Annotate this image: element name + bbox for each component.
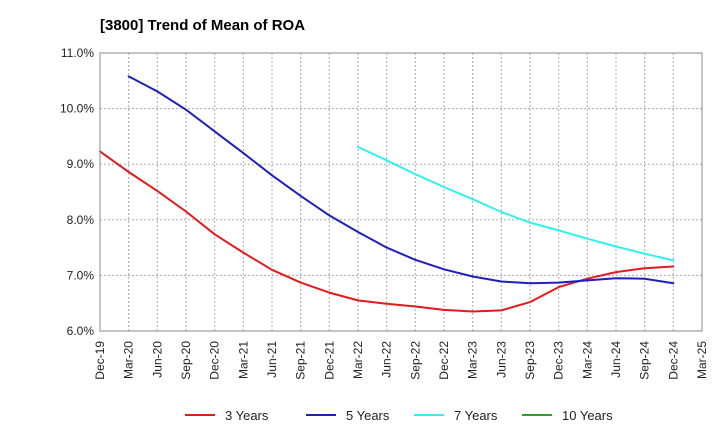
chart-title: [3800] Trend of Mean of ROA — [100, 17, 305, 34]
x-tick-label: Sep-20 — [179, 341, 193, 380]
series-line — [99, 150, 675, 313]
series-line — [357, 146, 675, 262]
x-tick-label: Dec-23 — [552, 341, 566, 380]
x-tick-label: Jun-20 — [150, 341, 164, 378]
x-axis-ticks: Dec-19 Mar-20 Jun-20 Sep-20 Dec-20 Mar-21 Jun-… — [93, 341, 709, 380]
x-tick-label: Sep-24 — [638, 341, 652, 380]
x-tick-label: Jun-21 — [265, 341, 279, 378]
x-tick-label: Jun-23 — [494, 341, 508, 378]
legend-label: 10 Years — [562, 408, 613, 423]
legend: 3 Years 5 Years 7 Years 10 Years — [185, 408, 613, 423]
x-tick-label: Dec-19 — [93, 341, 107, 380]
series-line — [127, 75, 675, 285]
plot-frame — [99, 52, 703, 332]
legend-label: 5 Years — [346, 408, 390, 423]
y-tick-label: 7.0% — [67, 268, 95, 282]
x-tick-label: Mar-21 — [236, 341, 250, 379]
y-axis-ticks: 6.0% 7.0% 8.0% 9.0% 10.0% 11.0% — [60, 46, 94, 338]
x-tick-label: Sep-23 — [523, 341, 537, 380]
x-tick-label: Jun-22 — [380, 341, 394, 378]
x-tick-label: Sep-22 — [408, 341, 422, 380]
x-tick-label: Dec-20 — [208, 341, 222, 380]
legend-label: 3 Years — [225, 408, 269, 423]
y-tick-label: 11.0% — [61, 46, 94, 60]
y-tick-label: 9.0% — [67, 157, 95, 171]
y-tick-label: 8.0% — [67, 213, 95, 227]
x-tick-label: Jun-24 — [609, 341, 623, 378]
x-tick-label: Dec-24 — [666, 341, 680, 380]
x-tick-label: Sep-21 — [294, 341, 308, 380]
legend-label: 7 Years — [454, 408, 498, 423]
x-tick-label: Mar-22 — [351, 341, 365, 379]
y-tick-label: 10.0% — [60, 102, 94, 116]
grid — [99, 52, 703, 332]
x-tick-label: Mar-23 — [466, 341, 480, 379]
x-tick-label: Mar-24 — [580, 341, 594, 379]
series-lines — [99, 75, 675, 313]
x-tick-label: Mar-25 — [695, 341, 709, 379]
x-tick-label: Mar-20 — [122, 341, 136, 379]
x-tick-label: Dec-21 — [322, 341, 336, 380]
y-tick-label: 6.0% — [67, 324, 95, 338]
x-tick-label: Dec-22 — [437, 341, 451, 380]
